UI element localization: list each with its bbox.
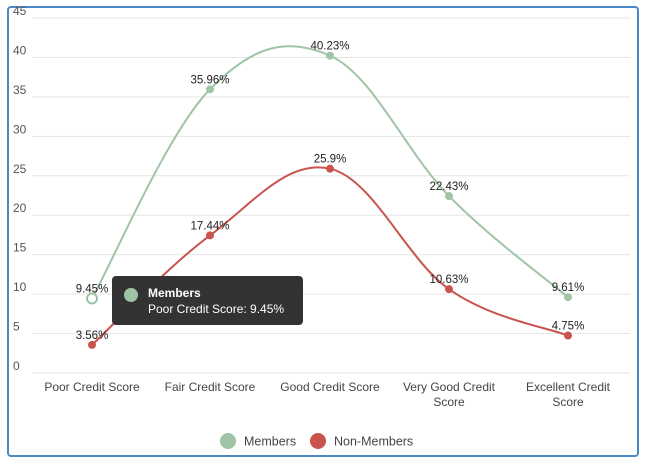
data-label: 9.45% [76, 283, 109, 295]
y-tick-label: 20 [13, 201, 27, 215]
x-category-label: Good Credit Score [280, 380, 380, 394]
x-category-label: Very Good Credit Score [403, 380, 496, 409]
y-tick-label: 35 [13, 83, 27, 97]
data-point[interactable] [206, 231, 214, 240]
x-category-label: Excellent Credit Score [526, 380, 611, 409]
tooltip-title: Members [148, 286, 201, 300]
y-tick-label: 10 [13, 280, 27, 294]
data-label: 10.63% [429, 274, 468, 286]
y-tick-label: 30 [13, 122, 27, 136]
legend: Members Non-Members [220, 433, 413, 449]
data-label: 25.9% [314, 154, 347, 166]
data-label: 40.23% [310, 41, 349, 53]
y-axis-ticks: 0 5 10 15 20 25 30 35 40 45 [13, 4, 27, 373]
legend-label[interactable]: Non-Members [334, 435, 413, 449]
legend-swatch[interactable] [220, 433, 236, 449]
tooltip-body: Poor Credit Score: 9.45% [148, 302, 285, 316]
data-point[interactable] [88, 340, 96, 349]
y-tick-label: 0 [13, 359, 20, 373]
y-tick-label: 45 [13, 4, 27, 18]
chart-frame [7, 6, 639, 457]
data-label: 3.56% [76, 330, 109, 342]
data-label: 17.44% [190, 220, 229, 232]
y-tick-label: 5 [13, 320, 20, 334]
legend-swatch[interactable] [310, 433, 326, 449]
tooltip-color-swatch [124, 288, 138, 302]
data-label: 4.75% [552, 321, 585, 333]
data-point[interactable] [326, 164, 334, 173]
y-tick-label: 25 [13, 162, 27, 176]
y-tick-label: 40 [13, 43, 27, 57]
data-point[interactable] [564, 331, 572, 340]
data-point[interactable] [86, 292, 98, 305]
x-category-label: Poor Credit Score [44, 380, 140, 394]
x-category-label: Fair Credit Score [165, 380, 256, 394]
data-point[interactable] [564, 293, 572, 302]
data-labels: 9.45% 35.96% 40.23% 22.43% 9.61% 3.56% 17.44% 2… [76, 41, 585, 342]
data-point[interactable] [326, 51, 334, 60]
data-label: 35.96% [190, 74, 229, 86]
data-label: 22.43% [429, 181, 468, 193]
y-tick-label: 15 [13, 241, 27, 255]
data-label: 9.61% [552, 282, 585, 294]
data-point[interactable] [445, 285, 453, 294]
data-point[interactable] [445, 192, 453, 201]
data-point[interactable] [206, 85, 214, 94]
x-axis-categories: Poor Credit Score Fair Credit Score Good C… [44, 380, 610, 409]
legend-label[interactable]: Members [244, 435, 296, 449]
tooltip: Members Poor Credit Score: 9.45% [112, 276, 303, 325]
series-points [86, 51, 572, 349]
